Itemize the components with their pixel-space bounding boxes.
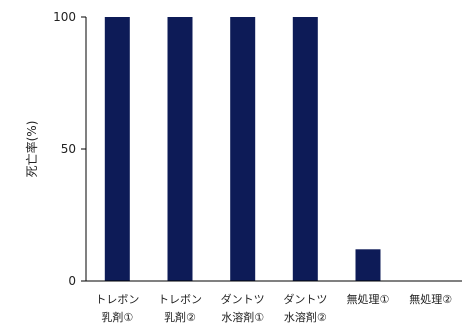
- x-category-label-6: 無処理②: [409, 292, 452, 306]
- axes: [85, 17, 462, 282]
- x-category-label-3: ダントツ水溶剤①: [221, 292, 265, 324]
- y-ticks: 0 50 100: [53, 10, 86, 288]
- bar-4: [292, 17, 318, 281]
- x-category-label-4: ダントツ水溶剤②: [283, 292, 327, 324]
- y-axis-label: 死亡率(%): [24, 121, 39, 178]
- y-tick-label-100: 100: [53, 10, 76, 24]
- x-category-label-5: 無処理①: [347, 292, 390, 306]
- x-category-label-1: トレボン乳剤①: [95, 293, 139, 324]
- bar-1: [104, 17, 130, 281]
- y-axis-label-text: 死亡率(%): [24, 121, 39, 178]
- y-tick-label-50: 50: [61, 142, 76, 156]
- y-tick-label-0: 0: [68, 274, 76, 288]
- bars: [104, 17, 381, 281]
- bar-5: [355, 249, 381, 281]
- bar-2: [167, 17, 193, 281]
- x-category-labels: トレボン乳剤① トレボン乳剤② ダントツ水溶剤① ダントツ水溶剤② 無処理① 無処理②: [95, 292, 452, 324]
- bar-3: [230, 17, 256, 281]
- x-category-label-2: トレボン乳剤②: [158, 293, 202, 324]
